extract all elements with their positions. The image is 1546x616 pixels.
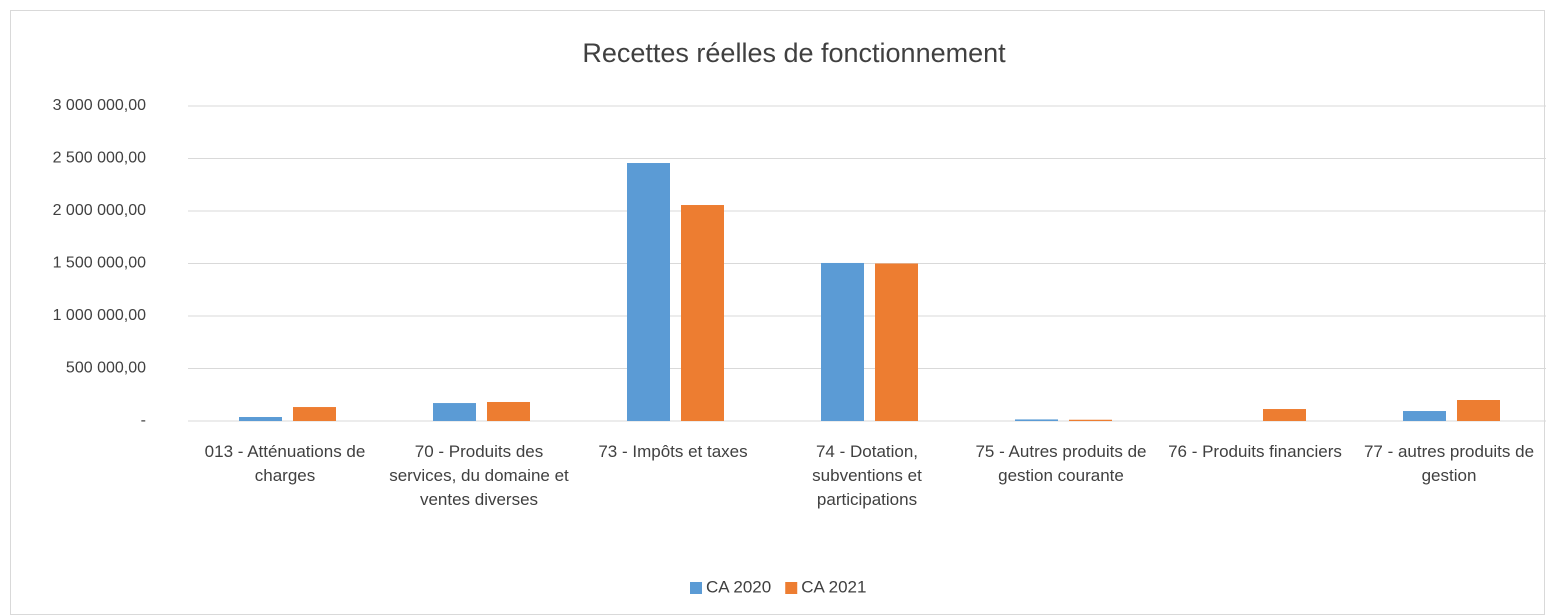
x-tick-label: 70 - Produits des services, du domaine e… (389, 442, 569, 509)
y-tick-label: - (141, 412, 146, 429)
legend-label: CA 2020 (706, 577, 771, 596)
y-tick-label: 500 000,00 (66, 360, 146, 377)
x-tick-label: 75 - Autres produits de gestion courante (975, 442, 1147, 485)
bar (1457, 400, 1500, 421)
bar (433, 403, 476, 421)
x-tick-label: 73 - Impôts et taxes (598, 442, 748, 461)
y-tick-label: 2 500 000,00 (53, 150, 147, 167)
y-tick-label: 2 000 000,00 (53, 202, 147, 219)
x-tick-label: 013 - Atténuations de charges (204, 442, 366, 485)
legend-label: CA 2021 (801, 577, 866, 596)
bar (1263, 409, 1306, 421)
bar (875, 263, 918, 421)
x-tick-label: 74 - Dotation, subventions et participat… (812, 442, 922, 509)
bar (239, 417, 282, 421)
y-tick-label: 1 000 000,00 (53, 307, 147, 324)
y-tick-label: 3 000 000,00 (53, 97, 147, 114)
bar (293, 407, 336, 421)
x-tick-label: 76 - Produits financiers (1168, 442, 1342, 461)
bar (821, 262, 864, 421)
chart-title: Recettes réelles de fonctionnement (582, 38, 1006, 68)
bar (627, 163, 670, 421)
bar (1069, 419, 1112, 421)
chart-border (10, 10, 1545, 615)
bar (1403, 411, 1446, 421)
legend-swatch (785, 582, 798, 594)
legend-swatch (690, 582, 702, 594)
bar (1015, 419, 1058, 421)
y-tick-label: 1 500 000,00 (53, 255, 147, 272)
x-tick-label: 77 - autres produits de gestion (1363, 442, 1535, 485)
bar (681, 205, 724, 421)
bar (487, 401, 530, 421)
